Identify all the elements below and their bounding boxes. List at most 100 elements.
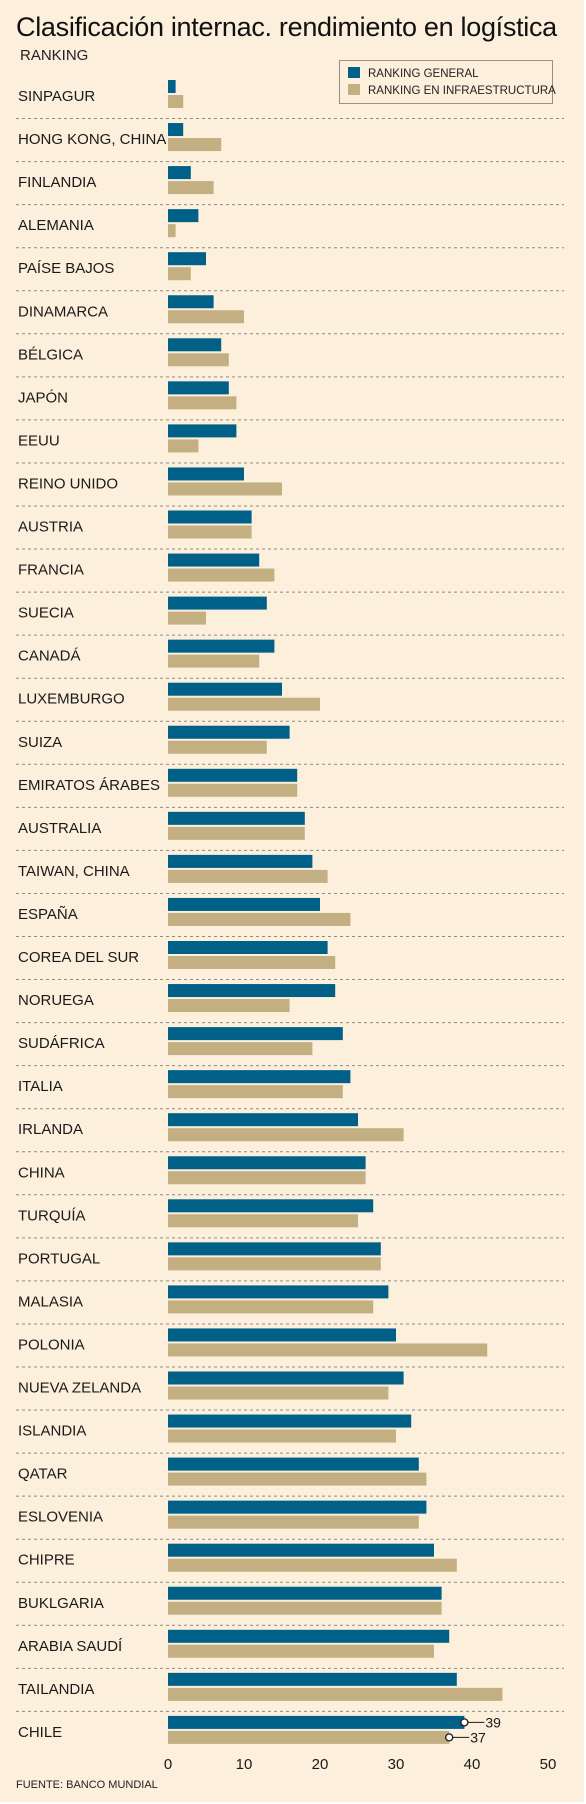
annotation-marker — [460, 1718, 469, 1727]
bar-general — [168, 80, 176, 93]
bar-general — [168, 1199, 374, 1213]
bar-infra — [168, 654, 260, 668]
bar-infra — [168, 181, 214, 195]
bar-infra — [168, 1687, 503, 1701]
category-label: AUSTRIA — [18, 519, 83, 536]
category-label: ESPAÑA — [18, 906, 78, 923]
legend: RANKING GENERAL RANKING EN INFRAESTRUCTU… — [339, 60, 556, 104]
bar-general — [168, 854, 313, 868]
bar-general — [168, 1586, 442, 1600]
category-label: EEUU — [18, 432, 60, 449]
bar-general — [168, 1285, 389, 1299]
bar-infra — [168, 826, 305, 840]
bar-infra — [168, 1214, 358, 1228]
category-label: ALEMANIA — [18, 217, 94, 234]
bar-infra — [168, 1300, 374, 1314]
bar-infra — [168, 1558, 457, 1572]
legend-swatch-infra — [348, 84, 360, 95]
category-label: PAÍSE BAJOS — [18, 260, 114, 277]
bar-infra — [168, 1472, 427, 1486]
bar-infra — [168, 1601, 442, 1615]
category-label: SINPAGUR — [18, 88, 95, 105]
bar-general — [168, 941, 328, 954]
bar-general — [168, 252, 206, 266]
category-label: SUDÁFRICA — [18, 1035, 105, 1052]
bar-infra — [168, 525, 252, 539]
bar-general — [168, 1500, 427, 1514]
source-note: FUENTE: BANCO MUNDIAL — [16, 1779, 158, 1791]
category-label: TAIWAN, CHINA — [18, 863, 130, 880]
category-label: EMIRATOS ÁRABES — [18, 777, 160, 794]
bar-infra — [168, 1515, 419, 1529]
bar-infra — [168, 353, 229, 367]
bar-general — [168, 510, 252, 524]
category-label: CANADÁ — [18, 648, 81, 665]
bar-general — [168, 123, 184, 137]
bar-infra — [168, 1386, 389, 1400]
bar-infra — [168, 482, 282, 496]
bar-general — [168, 424, 237, 438]
bar-general — [168, 1242, 381, 1256]
bar-general — [168, 768, 298, 782]
category-label: POLONIA — [18, 1336, 85, 1353]
bar-general — [168, 1672, 457, 1686]
bar-infra — [168, 310, 244, 324]
bar-general — [168, 639, 275, 653]
bar-infra — [168, 1042, 313, 1056]
category-label: REINO UNIDO — [18, 475, 118, 492]
x-tick-label: 20 — [312, 1756, 329, 1773]
bar-infra — [168, 999, 290, 1013]
category-label: MALASIA — [18, 1293, 83, 1310]
bar-general — [168, 1027, 343, 1041]
chart-title: Clasificación internac. rendimiento en l… — [16, 12, 557, 42]
category-label: ARABIA SAUDÍ — [18, 1638, 123, 1655]
bar-general — [168, 338, 222, 352]
bar-infra — [168, 783, 298, 797]
bar-general — [168, 553, 260, 567]
bar-general — [168, 1371, 404, 1385]
category-label: CHILE — [18, 1724, 62, 1741]
bar-general — [168, 1715, 465, 1729]
legend-swatch-general — [348, 67, 360, 78]
bar-general — [168, 295, 214, 309]
x-tick-label: 50 — [540, 1756, 557, 1773]
bar-general — [168, 897, 320, 911]
category-label: CHINA — [18, 1164, 65, 1181]
bar-infra — [168, 224, 176, 238]
bar-general — [168, 1328, 396, 1342]
bar-general — [168, 381, 229, 395]
legend-label-general: RANKING GENERAL — [368, 68, 479, 80]
bar-general — [168, 1156, 366, 1170]
bar-infra — [168, 1257, 381, 1271]
bar-general — [168, 209, 199, 223]
category-label: SUECIA — [18, 605, 74, 622]
category-label: FRANCIA — [18, 562, 84, 579]
bar-infra — [168, 697, 320, 711]
category-label: HONG KONG, CHINA — [18, 131, 166, 148]
category-label: NUEVA ZELANDA — [18, 1380, 141, 1397]
bar-general — [168, 1629, 450, 1643]
category-label: TURQUÍA — [18, 1207, 86, 1224]
bar-infra — [168, 869, 328, 883]
bar-infra — [168, 568, 275, 582]
bar-infra — [168, 1128, 404, 1142]
category-label: PORTUGAL — [18, 1250, 100, 1267]
bar-general — [168, 166, 191, 180]
bar-infra — [168, 1429, 396, 1443]
category-label: JAPÓN — [18, 389, 68, 406]
bar-infra — [168, 1085, 343, 1099]
category-label: LUXEMBURGO — [18, 691, 125, 708]
x-tick-label: 30 — [388, 1756, 405, 1773]
bar-infra — [168, 1730, 450, 1744]
category-label: ESLOVENIA — [18, 1509, 103, 1526]
bar-general — [168, 1113, 358, 1127]
category-label: AUSTRALIA — [18, 820, 101, 837]
category-label: TAILANDIA — [18, 1681, 94, 1698]
category-label: SUIZA — [18, 734, 62, 751]
bar-infra — [168, 1343, 488, 1357]
category-label: CHIPRE — [18, 1552, 75, 1569]
category-label: ITALIA — [18, 1078, 63, 1095]
bar-general — [168, 682, 282, 696]
